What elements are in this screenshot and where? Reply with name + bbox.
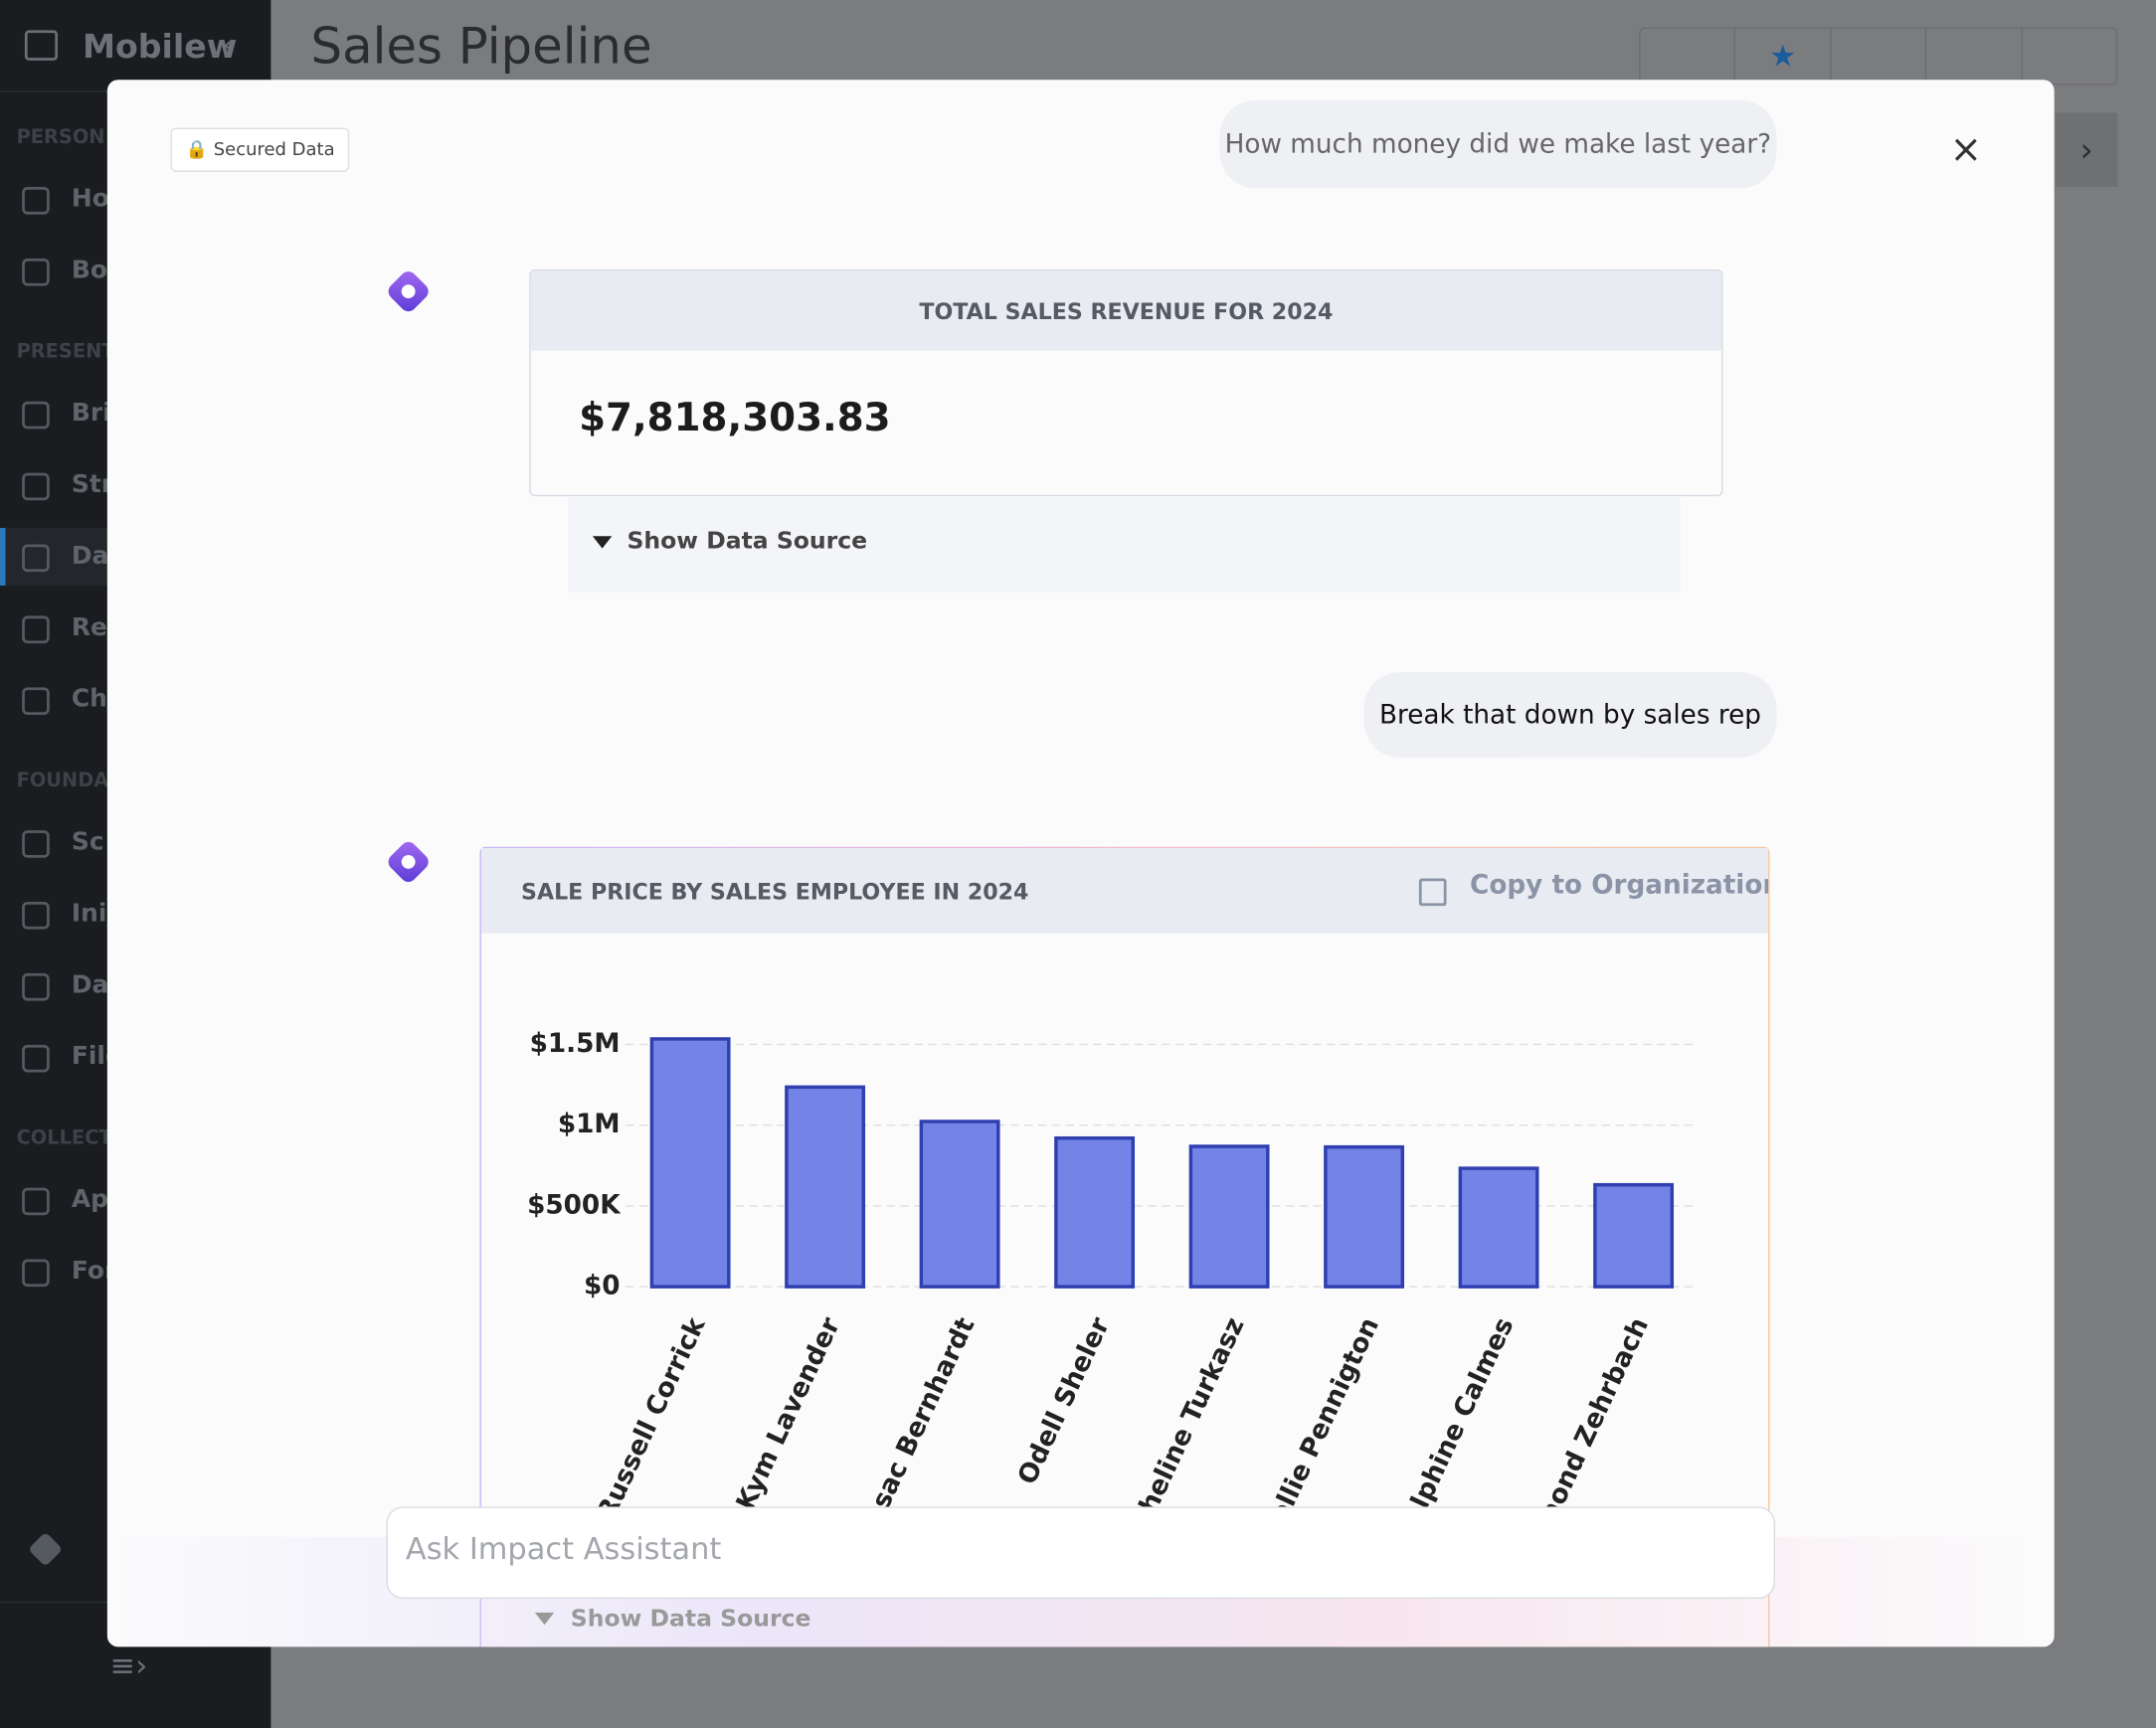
toggle-icon — [534, 1612, 555, 1626]
bar — [1593, 1182, 1675, 1289]
x-tick-label: Issac Bernhardt — [856, 1313, 982, 1511]
nav-icon — [22, 187, 50, 215]
kpi-title: TOTAL SALES REVENUE FOR 2024 — [530, 270, 1722, 351]
chart-card-header: SALE PRICE BY SALES EMPLOYEE IN 2024 Cop… — [480, 848, 1769, 934]
nav-section: FOUNDA — [16, 770, 109, 792]
logo-icon — [28, 1531, 64, 1567]
y-tick-label: $500K — [527, 1190, 622, 1220]
copy-button[interactable]: Copy to Organization — [1470, 870, 1769, 901]
input-placeholder: Ask Impact Assistant — [405, 1532, 722, 1568]
nav-item[interactable]: Bo — [71, 256, 107, 285]
menu-toggle[interactable]: ≡› — [109, 1649, 148, 1684]
nav-icon — [22, 615, 50, 644]
nav-icon — [22, 1259, 50, 1288]
x-tick-label: Micheline Turkasz — [1113, 1313, 1251, 1511]
collapse-button[interactable]: ‹ — [222, 27, 235, 61]
y-tick-label: $1.5M — [530, 1029, 621, 1059]
info-button[interactable] — [1641, 29, 1736, 85]
data-source-panel: Show Data Source — [568, 497, 1681, 593]
nav-icon — [22, 472, 50, 501]
nav-icon — [22, 544, 50, 573]
nav-icon — [22, 1044, 50, 1073]
nav-icon — [22, 902, 50, 930]
user-message: Break that down by sales rep — [1363, 672, 1777, 758]
nav-item[interactable]: Sc — [71, 827, 104, 857]
assistant-input[interactable]: Ask Impact Assistant — [386, 1506, 1776, 1600]
history-button[interactable] — [2022, 29, 2116, 84]
x-tick-label: Russell Corrick — [592, 1312, 712, 1510]
export-button[interactable] — [1926, 29, 2023, 85]
source-toggle[interactable]: Show Data Source — [570, 1605, 811, 1634]
nav-icon — [22, 401, 50, 430]
nav-section: PERSON — [16, 126, 105, 149]
nav-icon — [22, 258, 50, 286]
bar — [1458, 1166, 1539, 1289]
bar — [919, 1120, 1000, 1289]
nav-section: COLLECT — [16, 1126, 112, 1149]
chart-title: SALE PRICE BY SALES EMPLOYEE IN 2024 — [521, 878, 1029, 905]
toggle-icon — [592, 536, 613, 549]
nav-icon — [22, 830, 50, 858]
page-title: Sales Pipeline — [310, 19, 652, 77]
y-tick-label: $0 — [584, 1272, 621, 1301]
assistant-modal: 🔒 Secured Data How much money did we mak… — [106, 80, 2055, 1647]
app-name[interactable]: Mobilew — [82, 27, 238, 67]
nav-item[interactable]: Ho — [71, 184, 109, 214]
bar — [1054, 1135, 1136, 1289]
source-toggle[interactable]: Show Data Source — [627, 527, 868, 556]
assistant-avatar — [385, 267, 433, 315]
assistant-avatar — [385, 838, 433, 886]
nav-item[interactable]: Ap — [71, 1184, 108, 1214]
bar — [1324, 1144, 1405, 1289]
nav-item[interactable]: Da — [71, 541, 109, 571]
bar-chart: $0 $500K $1M $1.5M Russell Corrick Kym Lavend… — [527, 1029, 1699, 1511]
bar — [1188, 1144, 1270, 1289]
user-message: How much money did we make last year? — [1219, 99, 1777, 189]
badge-text: Secured Data — [213, 139, 335, 161]
y-tick-label: $1M — [558, 1110, 621, 1139]
nav-item[interactable]: Ch — [71, 684, 107, 714]
x-tick-label: Kym Lavender — [731, 1313, 846, 1511]
nav-icon — [22, 1187, 50, 1216]
nav-item[interactable]: Da — [71, 970, 109, 1000]
x-tick-label: Odell Sheler — [1012, 1313, 1116, 1489]
x-tick-label: Delphine Calmes — [1389, 1313, 1521, 1511]
close-button[interactable]: × — [1949, 126, 1983, 172]
bar — [785, 1085, 866, 1289]
secured-badge: 🔒 Secured Data — [170, 127, 350, 172]
copy-icon — [1418, 878, 1447, 907]
alert-button[interactable] — [1831, 29, 1927, 85]
favorite-button[interactable]: ★ — [1735, 29, 1832, 85]
next-button[interactable]: › — [2056, 112, 2118, 188]
kpi-card: TOTAL SALES REVENUE FOR 2024 $7,818,303.… — [529, 268, 1723, 497]
kpi-value: $7,818,303.83 — [579, 394, 891, 440]
nav-item[interactable]: Str — [71, 469, 114, 499]
bar — [649, 1037, 731, 1289]
app-icon — [24, 30, 59, 61]
nav-icon — [22, 687, 50, 715]
nav-item[interactable]: Ini — [71, 899, 107, 929]
nav-icon — [22, 972, 50, 1001]
x-tick-label: Edmond Zehrbach — [1516, 1313, 1655, 1511]
x-tick-label: Hollie Pennigton — [1255, 1313, 1385, 1511]
nav-section: PRESENT — [16, 340, 115, 364]
nav-item[interactable]: Bri — [71, 398, 111, 429]
toolbar: ★ — [1639, 27, 2118, 86]
